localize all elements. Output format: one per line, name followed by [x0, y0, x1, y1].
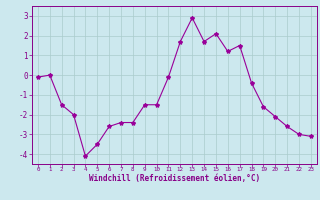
X-axis label: Windchill (Refroidissement éolien,°C): Windchill (Refroidissement éolien,°C) — [89, 174, 260, 183]
